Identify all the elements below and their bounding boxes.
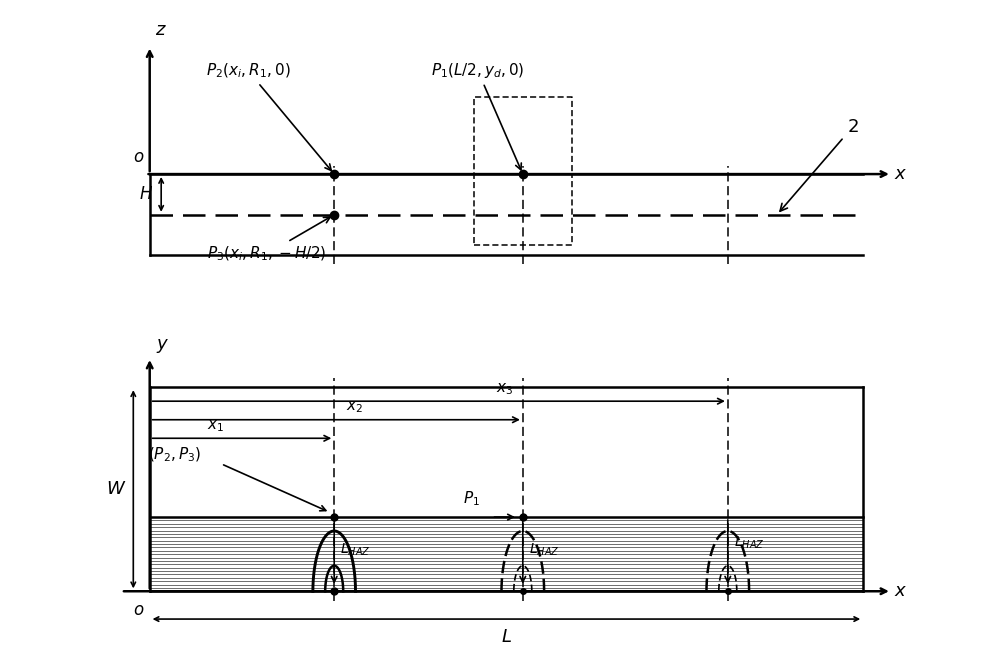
- Text: $x_3$: $x_3$: [496, 381, 513, 397]
- Text: $x$: $x$: [894, 165, 908, 183]
- Text: $P_1\left(L/2,y_d,0\right)$: $P_1\left(L/2,y_d,0\right)$: [431, 61, 524, 170]
- Text: $L_{HAZ}$: $L_{HAZ}$: [340, 541, 370, 558]
- Text: $x$: $x$: [894, 582, 908, 600]
- Text: $2$: $2$: [780, 118, 858, 211]
- Text: $o$: $o$: [133, 601, 145, 619]
- Text: $x_1$: $x_1$: [207, 418, 224, 434]
- Text: $H$: $H$: [139, 185, 153, 203]
- Text: $y$: $y$: [156, 337, 170, 355]
- Text: $x_2$: $x_2$: [347, 399, 364, 415]
- Text: $P_1$: $P_1$: [463, 489, 480, 508]
- Text: $W$: $W$: [106, 480, 127, 498]
- Text: $P_2\left(x_i,R_1,0\right)$: $P_2\left(x_i,R_1,0\right)$: [206, 62, 331, 171]
- Text: $o$: $o$: [133, 148, 145, 165]
- Text: $L$: $L$: [501, 628, 512, 646]
- Text: $L_{HAZ}$: $L_{HAZ}$: [734, 535, 764, 551]
- Text: $(P_2,P_3)$: $(P_2,P_3)$: [148, 446, 201, 464]
- Text: $z$: $z$: [155, 21, 166, 39]
- Text: $L_{HAZ}$: $L_{HAZ}$: [529, 541, 559, 558]
- Text: $P_3\left(x_i,R_1,-H/2\right)$: $P_3\left(x_i,R_1,-H/2\right)$: [207, 217, 330, 263]
